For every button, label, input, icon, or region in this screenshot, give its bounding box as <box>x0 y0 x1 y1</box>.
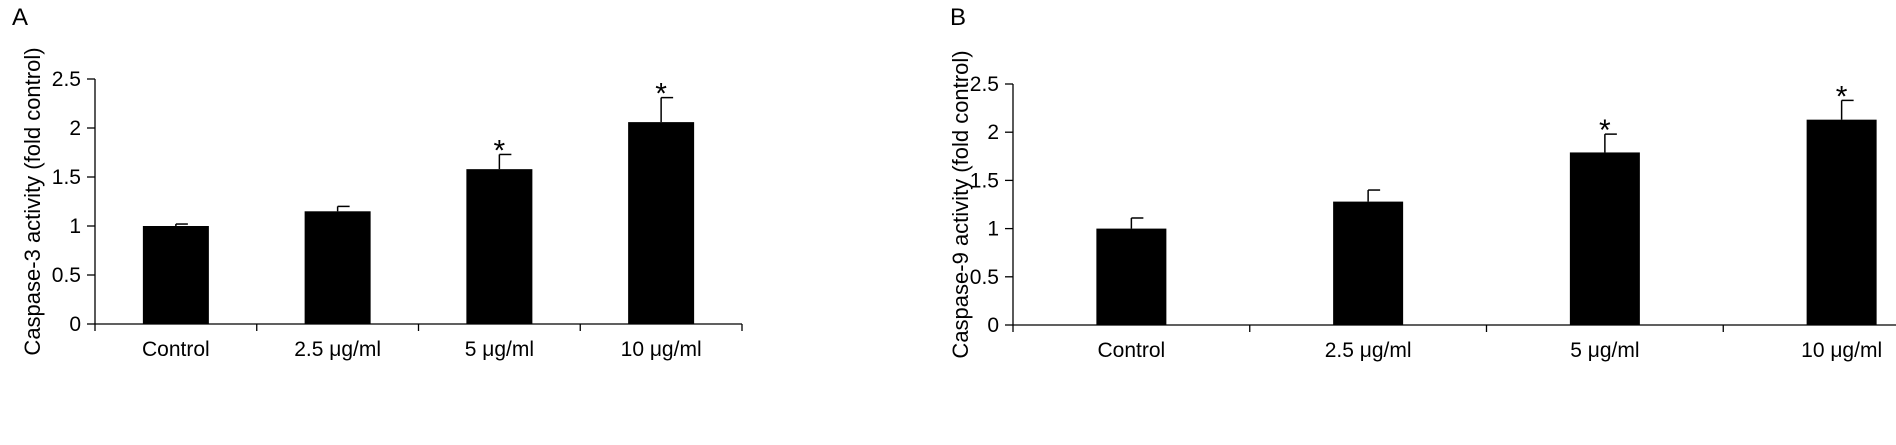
y-tick-label: 1 <box>69 215 81 238</box>
x-tick-label: 10 μg/ml <box>1801 339 1882 362</box>
bar <box>304 211 371 324</box>
x-tick-label: 10 μg/ml <box>621 338 702 361</box>
bar <box>1569 152 1640 325</box>
panel-letter-a: A <box>12 4 29 31</box>
y-tick-label: 1.5 <box>52 166 81 189</box>
y-tick-label: 1 <box>987 218 999 241</box>
y-axis-title: Caspase-9 activity (fold control) <box>948 50 973 358</box>
bar <box>466 169 533 324</box>
x-tick-label: 2.5 μg/ml <box>1325 339 1412 362</box>
bar <box>628 122 695 325</box>
bar <box>1333 201 1404 325</box>
y-tick-label: 2 <box>987 121 999 144</box>
bar <box>142 226 209 324</box>
x-tick-label: 5 μg/ml <box>465 338 534 361</box>
significance-marker: * <box>655 78 667 111</box>
y-tick-label: 0 <box>987 314 999 337</box>
y-tick-label: 1.5 <box>970 169 999 192</box>
bar <box>1096 228 1167 325</box>
caspase-9-bar-chart: 0 0.5 1 1.5 2 2.5 Control 2.5 μg/ml * 5 μg/ml * 10 … <box>948 50 1896 362</box>
y-tick-label: 0.5 <box>52 264 81 287</box>
caspase-3-bar-chart: 0 0.5 1 1.5 2 2.5 Control 2.5 μg/ml * 5 μg/ml * 10 … <box>20 47 743 361</box>
panel-letter-b: B <box>950 4 967 31</box>
x-tick-label: 2.5 μg/ml <box>294 338 381 361</box>
y-tick-label: 0.5 <box>970 266 999 289</box>
y-axis-title: Caspase-3 activity (fold control) <box>20 47 45 355</box>
y-tick-label: 2.5 <box>970 73 999 96</box>
y-tick-label: 2 <box>69 117 81 140</box>
y-tick-label: 0 <box>69 313 81 336</box>
significance-marker: * <box>1599 114 1611 147</box>
significance-marker: * <box>494 134 506 167</box>
x-tick-label: Control <box>142 338 210 361</box>
x-tick-label: 5 μg/ml <box>1570 339 1639 362</box>
bar <box>1806 119 1877 325</box>
y-tick-label: 2.5 <box>52 68 81 91</box>
significance-marker: * <box>1836 80 1848 113</box>
x-tick-label: Control <box>1098 339 1166 362</box>
